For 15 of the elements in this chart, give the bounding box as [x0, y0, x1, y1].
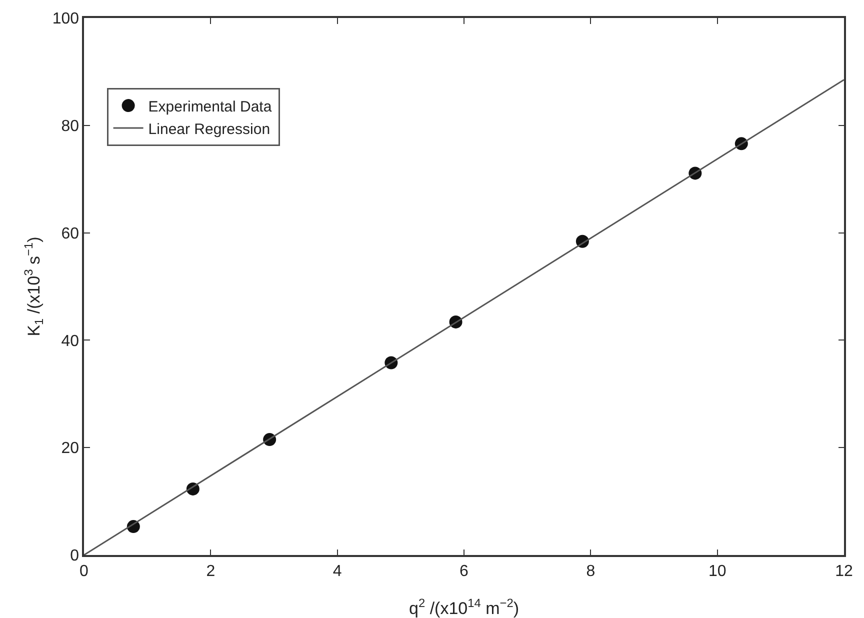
x-tick-label: 6	[460, 562, 469, 580]
y-tick-label: 60	[61, 225, 80, 242]
x-tick-label: 10	[708, 562, 726, 580]
y-tick-label: 80	[61, 118, 80, 135]
x-tick-label: 4	[332, 562, 342, 580]
y-tick-label: 100	[52, 10, 80, 28]
x-tick-label: 12	[835, 562, 853, 580]
x-tick-label: 8	[586, 562, 596, 580]
y-tick-label: 0	[70, 548, 80, 565]
x-axis-title: q$^{2}$ /(x10$^{14}$ m$^{−2}$)	[409, 596, 519, 618]
y-tick-label: 40	[61, 332, 80, 350]
y-tick-label: 20	[61, 440, 80, 458]
legend-label: Linear Regression	[148, 120, 270, 138]
x-tick-label: 2	[206, 562, 216, 580]
legend-label: Experimental Data	[148, 98, 272, 116]
